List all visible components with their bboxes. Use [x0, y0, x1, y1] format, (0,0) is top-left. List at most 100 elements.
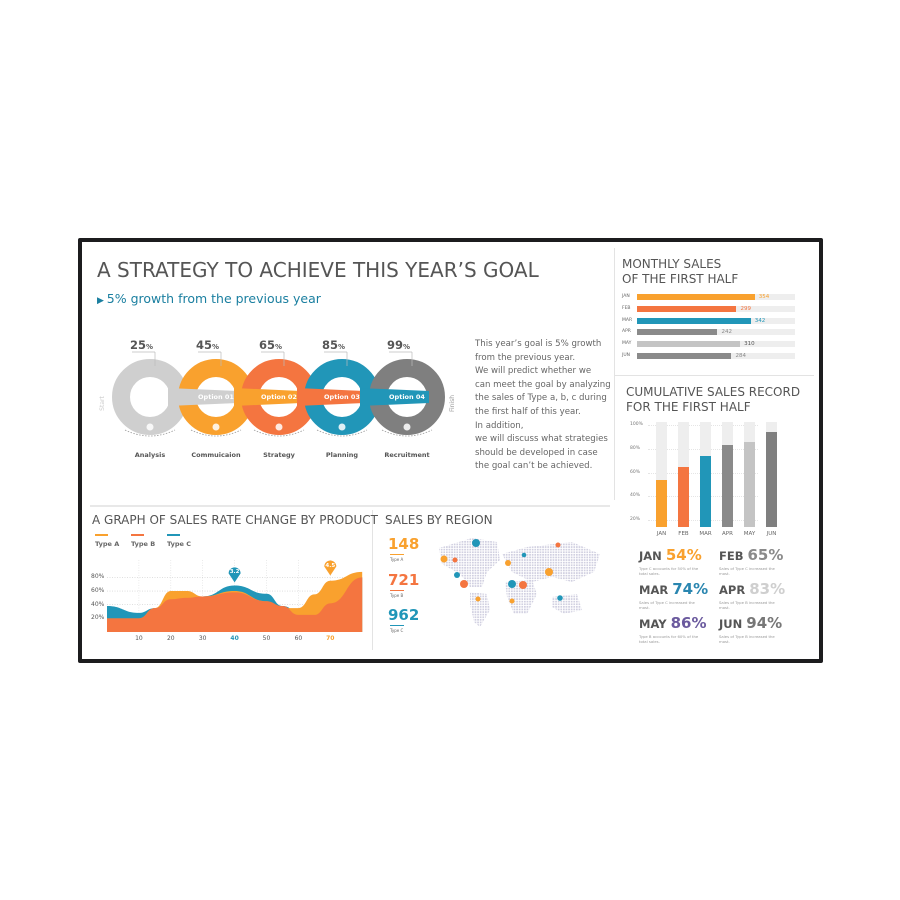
pct-value: 99 — [387, 338, 404, 352]
ring-connector — [234, 388, 301, 406]
step-percent: 65% — [259, 338, 282, 352]
month-bar — [637, 305, 737, 312]
cumulative-bar — [722, 445, 733, 527]
map-pins — [440, 539, 563, 604]
step-percent: 25% — [130, 338, 153, 352]
cumulative-bar — [766, 432, 777, 527]
pct-sign: % — [212, 343, 220, 351]
option-label: Option 01 — [198, 393, 234, 401]
dotted-arrow — [124, 429, 176, 437]
pct-value: 85 — [322, 338, 339, 352]
x-tick: JAN — [656, 531, 667, 537]
finish-label: Finish — [449, 394, 457, 413]
south-america-shape — [470, 592, 490, 627]
month-label: APR — [622, 329, 631, 335]
option-label: Option 04 — [389, 393, 425, 401]
stat-mar: MAR 74% — [639, 580, 708, 598]
triangle-icon: ▶ — [97, 296, 107, 306]
month-value: 299 — [740, 305, 751, 312]
x-tick: 30 — [198, 635, 207, 642]
flask-icon — [212, 423, 220, 431]
y-tick: 60% — [630, 469, 641, 475]
strategy-rings — [112, 351, 445, 437]
pct-sign: % — [338, 343, 346, 351]
paragraph-line: can meet the goal by analyzing — [475, 379, 611, 390]
stat-note: Sales of Type B increased the most. — [719, 600, 775, 610]
page-title: A STRATEGY TO ACHIEVE THIS YEAR’S GOAL — [97, 258, 539, 282]
stat-month: MAR — [639, 583, 669, 597]
y-tick: 20% — [630, 517, 641, 523]
cumulative-bar — [700, 456, 711, 527]
cumulative-title-line: CUMULATIVE SALES RECORD — [626, 385, 801, 399]
marker-label: 4.5 — [325, 562, 336, 569]
pct-sign: % — [403, 343, 411, 351]
stat-percent: 74% — [672, 580, 709, 598]
stat-percent: 83% — [749, 580, 786, 598]
y-tick: 40% — [630, 493, 641, 499]
x-tick: MAY — [743, 531, 756, 537]
paragraph-line: In addition, — [475, 420, 524, 431]
rate-chart-title: A GRAPH OF SALES RATE CHANGE BY PRODUCT — [92, 513, 378, 527]
cumulative-title: CUMULATIVE SALES RECORD FOR THE FIRST HAL… — [626, 385, 800, 415]
stat-percent: 86% — [670, 614, 707, 632]
cumulative-bar — [656, 480, 667, 527]
stat-note: Type C accounts for 50% of the total sal… — [639, 566, 699, 576]
step-label: Recruitment — [384, 451, 430, 459]
monthly-title-line: MONTHLY SALES — [622, 257, 722, 271]
x-tick: 60 — [294, 635, 303, 642]
pct-sign: % — [275, 343, 283, 351]
australia-shape — [552, 594, 582, 614]
month-bar — [637, 294, 755, 300]
paragraph-line: We will predict whether we — [475, 366, 592, 377]
underline — [390, 625, 404, 626]
divider — [90, 505, 610, 507]
month-label: MAR — [622, 317, 633, 323]
month-label: JUN — [622, 353, 630, 358]
area-type-b — [107, 577, 363, 632]
step-label: Planning — [325, 451, 359, 459]
x-tick: 20 — [166, 635, 175, 642]
divider — [614, 375, 814, 376]
region-type: Type C — [390, 628, 404, 633]
marker-pin — [324, 560, 337, 576]
subtitle: ▶ 5% growth from the previous year — [97, 291, 321, 306]
month-bar — [637, 353, 732, 359]
month-value: 354 — [758, 294, 770, 300]
paragraph-line: should be developed in case — [475, 447, 598, 458]
stat-note: Sales of Type B increased the most. — [719, 634, 775, 644]
x-tick: 40 — [230, 635, 239, 642]
option-label: Option 03 — [324, 393, 360, 401]
stat-may: MAY 86% — [639, 614, 707, 632]
legend-label: Type C — [167, 540, 191, 548]
dotted-arrow — [316, 429, 368, 437]
x-tick: APR — [722, 531, 733, 537]
step-label: Analysis — [134, 451, 166, 459]
month-value: 284 — [735, 353, 746, 359]
stat-month: JUN — [719, 617, 743, 631]
y-tick: 80% — [630, 445, 641, 451]
goal-paragraph: This year’s goal is 5% growth from the pr… — [475, 338, 611, 474]
legend-label: Type A — [95, 540, 120, 548]
stat-month: FEB — [719, 549, 744, 563]
step-label: Strategy — [263, 451, 295, 459]
underline — [390, 554, 404, 555]
dotted-arrow — [381, 429, 433, 437]
paragraph-line: from the previous year. — [475, 352, 576, 363]
stat-percent: 65% — [747, 546, 784, 564]
stat-percent: 94% — [746, 614, 783, 632]
world-map — [439, 538, 600, 627]
screen: A STRATEGY TO ACHIEVE THIS YEAR’S GOAL ▶… — [82, 242, 819, 659]
marker-label: 3.2 — [229, 569, 240, 576]
region-value: 148 — [388, 535, 420, 553]
start-label: Start — [98, 396, 106, 411]
dotted-arrow — [190, 429, 242, 437]
month-label: JAN — [622, 294, 630, 299]
ring-connector — [297, 388, 364, 406]
north-america-shape — [439, 538, 500, 587]
y-tick: 40% — [91, 600, 105, 608]
paragraph-line: the goal can’t be achieved. — [475, 461, 593, 472]
divider — [614, 248, 615, 500]
region-value: 962 — [388, 606, 420, 624]
x-tick: FEB — [678, 531, 689, 537]
step-percent: 45% — [196, 338, 219, 352]
